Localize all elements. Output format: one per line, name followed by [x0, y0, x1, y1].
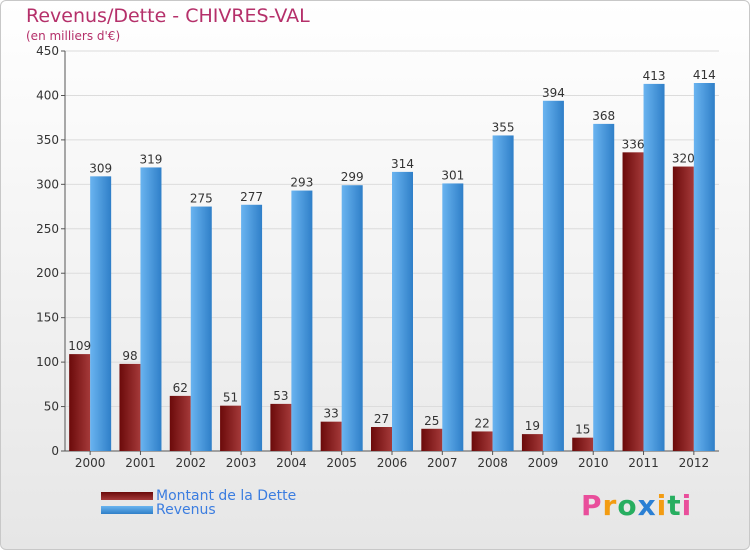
chart-subtitle: (en milliers d'€) — [26, 29, 121, 43]
y-tick-label: 150 — [36, 311, 59, 325]
bar-debt — [220, 405, 242, 451]
proxiti-logo: Proxiti — [581, 489, 692, 522]
bar-revenue — [442, 183, 464, 451]
data-label-revenue: 314 — [391, 157, 414, 171]
bar-revenue — [291, 190, 313, 452]
y-tick-label: 300 — [36, 177, 59, 191]
bar-debt — [521, 434, 543, 451]
logo-letter: P — [581, 489, 603, 522]
x-tick-label: 2009 — [528, 456, 559, 470]
bars — [69, 83, 715, 452]
y-tick-label: 0 — [51, 444, 59, 458]
bar-debt — [169, 395, 191, 451]
bar-revenue — [693, 83, 715, 451]
bar-revenue — [392, 171, 413, 451]
bar-debt — [622, 152, 644, 452]
y-tick-label: 350 — [36, 133, 59, 147]
bar-debt — [672, 166, 694, 452]
bar-revenue — [190, 206, 212, 451]
data-label-debt: 27 — [374, 412, 389, 426]
bar-revenue — [341, 185, 363, 451]
bar-debt — [572, 437, 594, 451]
x-tick-label: 2008 — [477, 456, 508, 470]
bar-debt — [320, 421, 342, 451]
x-tick-label: 2004 — [276, 456, 307, 470]
legend-item-debt: Montant de la Dette — [101, 488, 296, 504]
y-tick-label: 200 — [36, 266, 59, 280]
data-label-revenue: 414 — [693, 68, 716, 82]
x-tick-label: 2000 — [75, 456, 106, 470]
x-tick-label: 2002 — [175, 456, 206, 470]
y-tick-label: 450 — [36, 44, 59, 58]
legend-swatch-debt — [101, 492, 153, 500]
legend-label-revenue: Revenus — [156, 502, 216, 518]
data-label-debt: 109 — [68, 339, 91, 353]
bar-revenue — [643, 83, 665, 451]
x-tick-label: 2003 — [226, 456, 257, 470]
data-label-debt: 51 — [223, 391, 238, 405]
bar-debt — [371, 427, 392, 451]
bar-debt — [69, 354, 91, 451]
x-tick-label: 2011 — [628, 456, 659, 470]
x-tick-label: 2001 — [125, 456, 156, 470]
bar-revenue — [542, 100, 564, 452]
data-label-revenue: 309 — [89, 161, 112, 175]
x-tick-label: 2007 — [427, 456, 458, 470]
x-tick-label: 2010 — [578, 456, 609, 470]
data-label-debt: 19 — [525, 419, 540, 433]
data-label-debt: 98 — [122, 349, 137, 363]
data-label-revenue: 319 — [140, 152, 163, 166]
bar-debt — [270, 403, 292, 451]
data-label-debt: 22 — [474, 416, 489, 430]
x-tick-label: 2006 — [377, 456, 408, 470]
logo-letter: o — [617, 489, 638, 522]
axes: 0 50 100 150 200 250 300 350 400 450 2000 2001 2002 2… — [36, 44, 719, 470]
data-label-revenue: 277 — [240, 190, 263, 204]
bar-revenue — [241, 204, 263, 451]
data-label-debt: 336 — [622, 137, 645, 151]
y-tick-label: 100 — [36, 355, 59, 369]
data-label-revenue: 275 — [190, 192, 213, 206]
data-label-revenue: 413 — [643, 69, 666, 83]
chart-title: Revenus/Dette - CHIVRES-VAL — [26, 5, 310, 27]
data-label-debt: 62 — [173, 381, 188, 395]
x-tick-label: 2012 — [679, 456, 710, 470]
logo-letter: i — [681, 489, 693, 522]
logo-letter: t — [667, 489, 682, 522]
bar-revenue — [90, 176, 112, 452]
legend-label-debt: Montant de la Dette — [156, 488, 297, 504]
y-tick-label: 400 — [36, 88, 59, 102]
bar-revenue — [593, 123, 615, 451]
bar-debt — [421, 428, 443, 451]
logo-letter: i — [656, 489, 668, 522]
bar-revenue — [140, 167, 162, 451]
bar-revenue — [492, 135, 514, 451]
data-label-debt: 25 — [424, 414, 439, 428]
data-label-debt: 15 — [575, 423, 590, 437]
data-label-revenue: 355 — [492, 120, 515, 134]
data-label-debt: 53 — [273, 389, 288, 403]
bar-debt — [471, 431, 493, 451]
legend-swatch-revenue — [101, 506, 153, 514]
x-tick-label: 2005 — [326, 456, 357, 470]
bar-debt — [119, 363, 141, 451]
data-label-revenue: 368 — [592, 109, 615, 123]
y-tick-label: 50 — [44, 400, 59, 414]
legend-item-revenue: Revenus — [101, 502, 216, 518]
logo-letter: r — [602, 489, 618, 522]
data-label-revenue: 394 — [542, 86, 565, 100]
data-label-revenue: 299 — [341, 170, 364, 184]
data-label-debt: 33 — [324, 407, 339, 421]
data-label-debt: 320 — [672, 152, 695, 166]
data-label-revenue: 293 — [290, 176, 313, 190]
data-labels: 109 309 98 319 62 275 51 277 53 293 33 299 27 314 25 30… — [68, 68, 716, 437]
data-label-revenue: 301 — [441, 168, 464, 182]
logo-letter: x — [637, 489, 657, 522]
y-tick-label: 250 — [36, 222, 59, 236]
